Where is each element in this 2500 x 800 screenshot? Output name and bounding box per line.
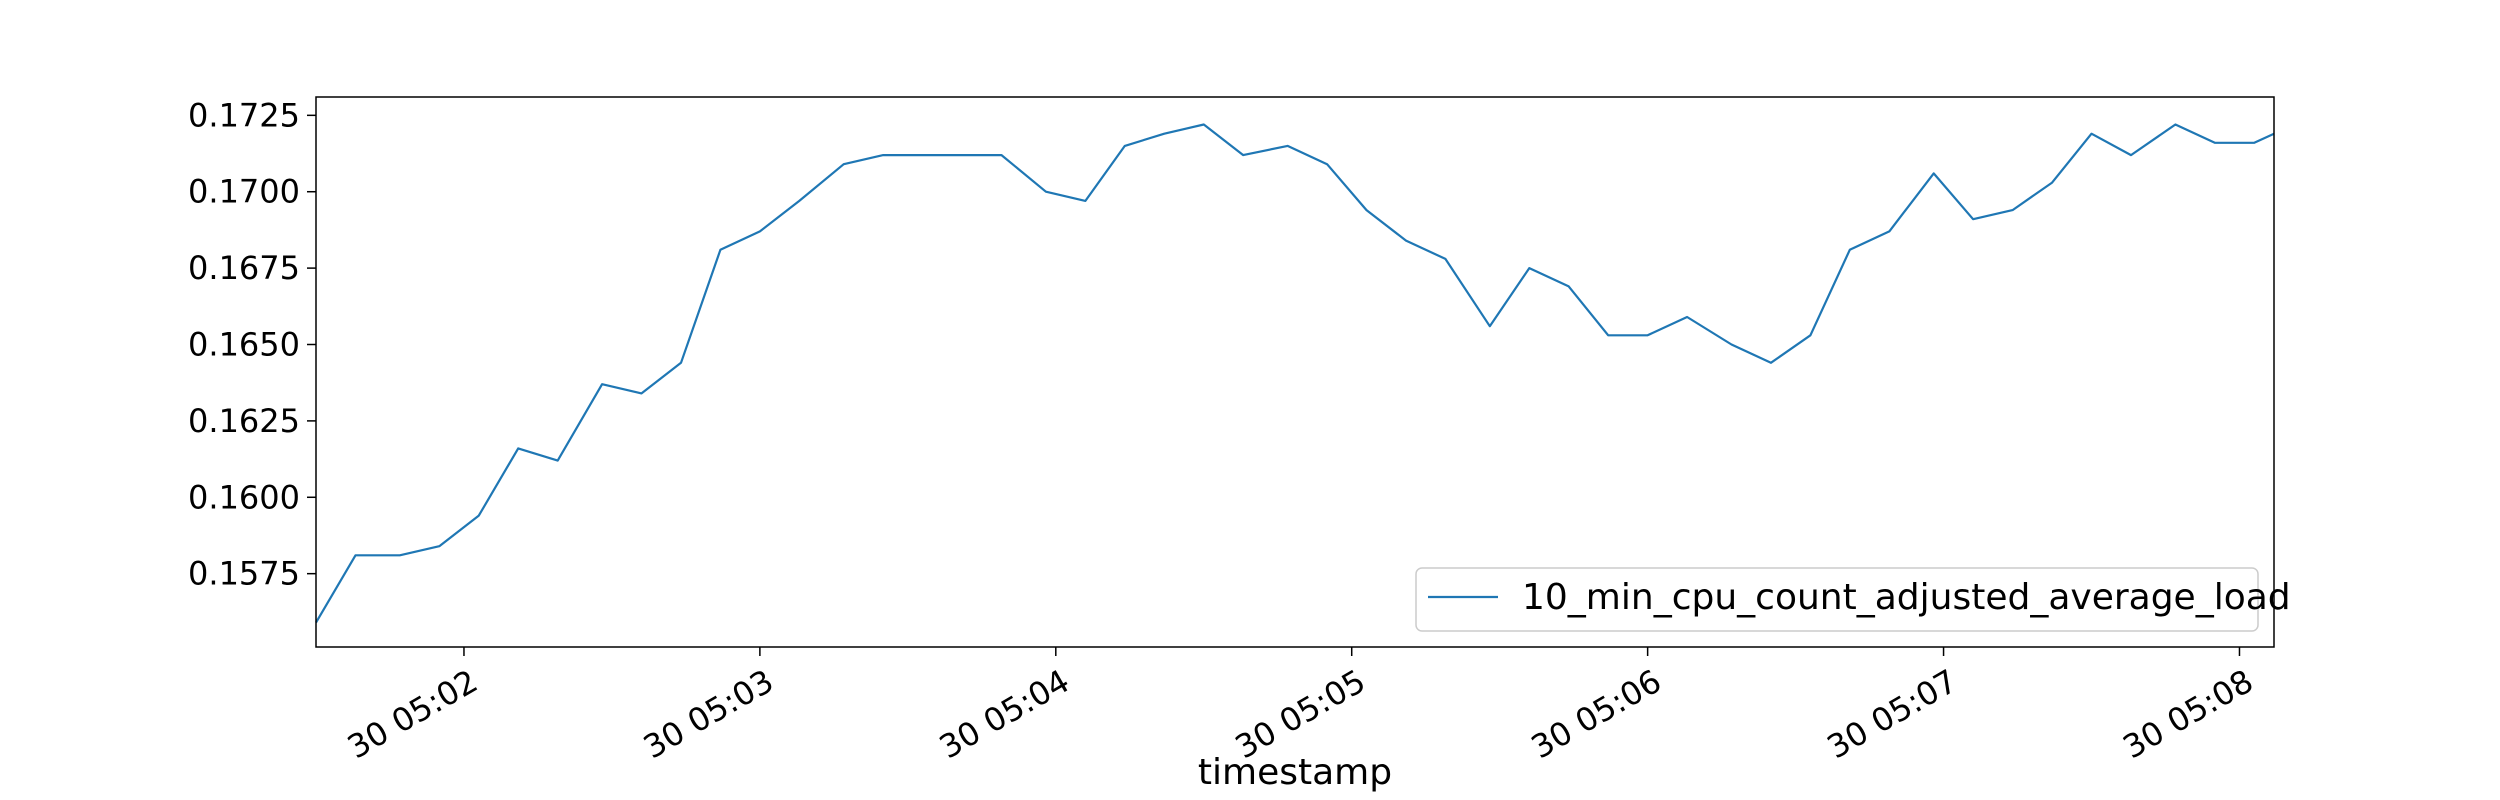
x-tick-label: 30 05:05: [1229, 662, 1372, 766]
y-tick-label: 0.1650: [188, 326, 300, 364]
legend: 10_min_cpu_count_adjusted_average_load: [1415, 567, 2291, 632]
legend-label: 10_min_cpu_count_adjusted_average_load: [1522, 577, 2291, 618]
plot-frame: [315, 96, 2275, 648]
y-tick-label: 0.1625: [188, 402, 300, 440]
x-tick-label: 30 05:07: [1821, 662, 1964, 766]
y-tick-label: 0.1700: [188, 173, 300, 211]
y-tick-label: 0.1575: [188, 555, 300, 593]
x-tick-label: 30 05:08: [2117, 662, 2260, 766]
y-tick-label: 0.1675: [188, 249, 300, 287]
x-axis-ticks: 30 05:02 30 05:03 30 05:04 30 05:05 30 05:06…: [341, 647, 2259, 766]
y-tick-label: 0.1600: [188, 478, 300, 516]
series-line: [315, 123, 2275, 624]
y-tick-label: 0.1725: [188, 96, 300, 134]
y-axis-ticks: 0.1575 0.1600 0.1625 0.1650 0.1675 0.1700 0.17…: [188, 96, 316, 593]
x-tick-label: 30 05:06: [1525, 662, 1668, 766]
plot-area: [316, 97, 2274, 647]
x-tick-label: 30 05:03: [637, 662, 780, 766]
x-axis-label: timestamp: [1198, 752, 1392, 793]
x-tick-label: 30 05:02: [341, 662, 484, 766]
x-tick-label: 30 05:04: [933, 662, 1076, 766]
legend-box: [1415, 567, 2259, 632]
